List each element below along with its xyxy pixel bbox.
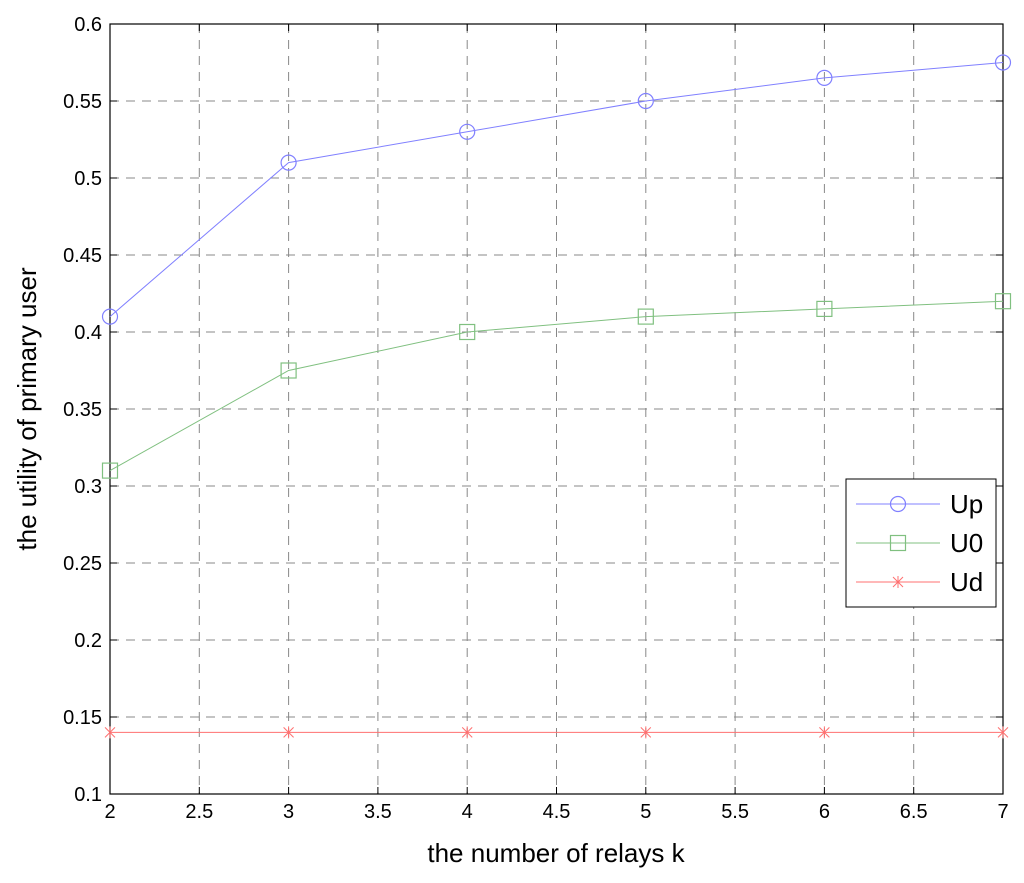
legend-label-up: Up [950, 489, 983, 519]
data-point-u0 [816, 300, 833, 317]
y-tick-label: 0.1 [74, 784, 102, 806]
data-point-u0 [994, 293, 1012, 310]
legend-marker-up [889, 495, 907, 513]
x-tick-label: 2 [104, 801, 115, 823]
legend-marker-ud [892, 576, 904, 588]
y-tick-label: 0.25 [63, 553, 102, 575]
data-point-ud [997, 726, 1009, 739]
grid-lines [110, 24, 1003, 794]
data-point-up [280, 154, 297, 171]
legend-label-ud: Ud [950, 567, 983, 597]
series-line-u0 [109, 300, 1004, 472]
data-point-ud [104, 726, 116, 739]
x-tick-label: 4 [462, 801, 473, 823]
x-tick-label: 3.5 [364, 801, 392, 823]
y-axis-title: the utility of primary user [12, 267, 42, 551]
y-tick-label: 0.5 [74, 168, 102, 190]
data-point-up [459, 123, 476, 140]
data-point-up [994, 54, 1012, 71]
y-tick-label: 0.4 [74, 322, 102, 344]
y-tick-label: 0.35 [63, 399, 102, 421]
data-point-u0 [280, 362, 297, 379]
legend-marker-u0 [889, 534, 907, 552]
data-point-up [816, 69, 833, 87]
data-point-ud [461, 726, 473, 739]
legend-label-u0: U0 [950, 528, 983, 558]
legend: Up U0 Ud [845, 478, 997, 608]
x-tick-label: 7 [997, 801, 1008, 823]
x-tick-label: 2.5 [185, 801, 213, 823]
data-point-ud [819, 726, 830, 739]
series-line-up [109, 62, 1004, 317]
y-tick-label: 0.55 [63, 91, 102, 113]
x-tick-label: 5.5 [721, 801, 749, 823]
x-tick-label: 4.5 [543, 801, 571, 823]
data-point-ud [640, 726, 652, 739]
y-tick-label: 0.15 [63, 707, 102, 729]
x-tick-label: 6.5 [900, 801, 928, 823]
data-point-u0 [101, 462, 119, 479]
data-point-up [637, 92, 654, 110]
data-point-ud [283, 726, 294, 739]
y-tick-label: 0.3 [74, 476, 102, 498]
data-point-u0 [459, 323, 476, 341]
x-tick-label: 6 [819, 801, 830, 823]
axis-ticks: 2 2.5 3 3.5 4 4.5 5 5.5 6 6.5 7 0.1 0.15 0.2 0.25 0.3 0.… [63, 14, 1009, 823]
x-axis-title: the number of relays k [427, 838, 685, 868]
data-point-up [101, 308, 119, 325]
y-tick-label: 0.2 [74, 630, 102, 652]
series-group [101, 54, 1012, 739]
y-tick-label: 0.45 [63, 245, 102, 267]
x-tick-label: 3 [283, 801, 294, 823]
x-tick-label: 5 [640, 801, 651, 823]
data-point-u0 [637, 308, 654, 325]
y-tick-label: 0.6 [74, 14, 102, 36]
